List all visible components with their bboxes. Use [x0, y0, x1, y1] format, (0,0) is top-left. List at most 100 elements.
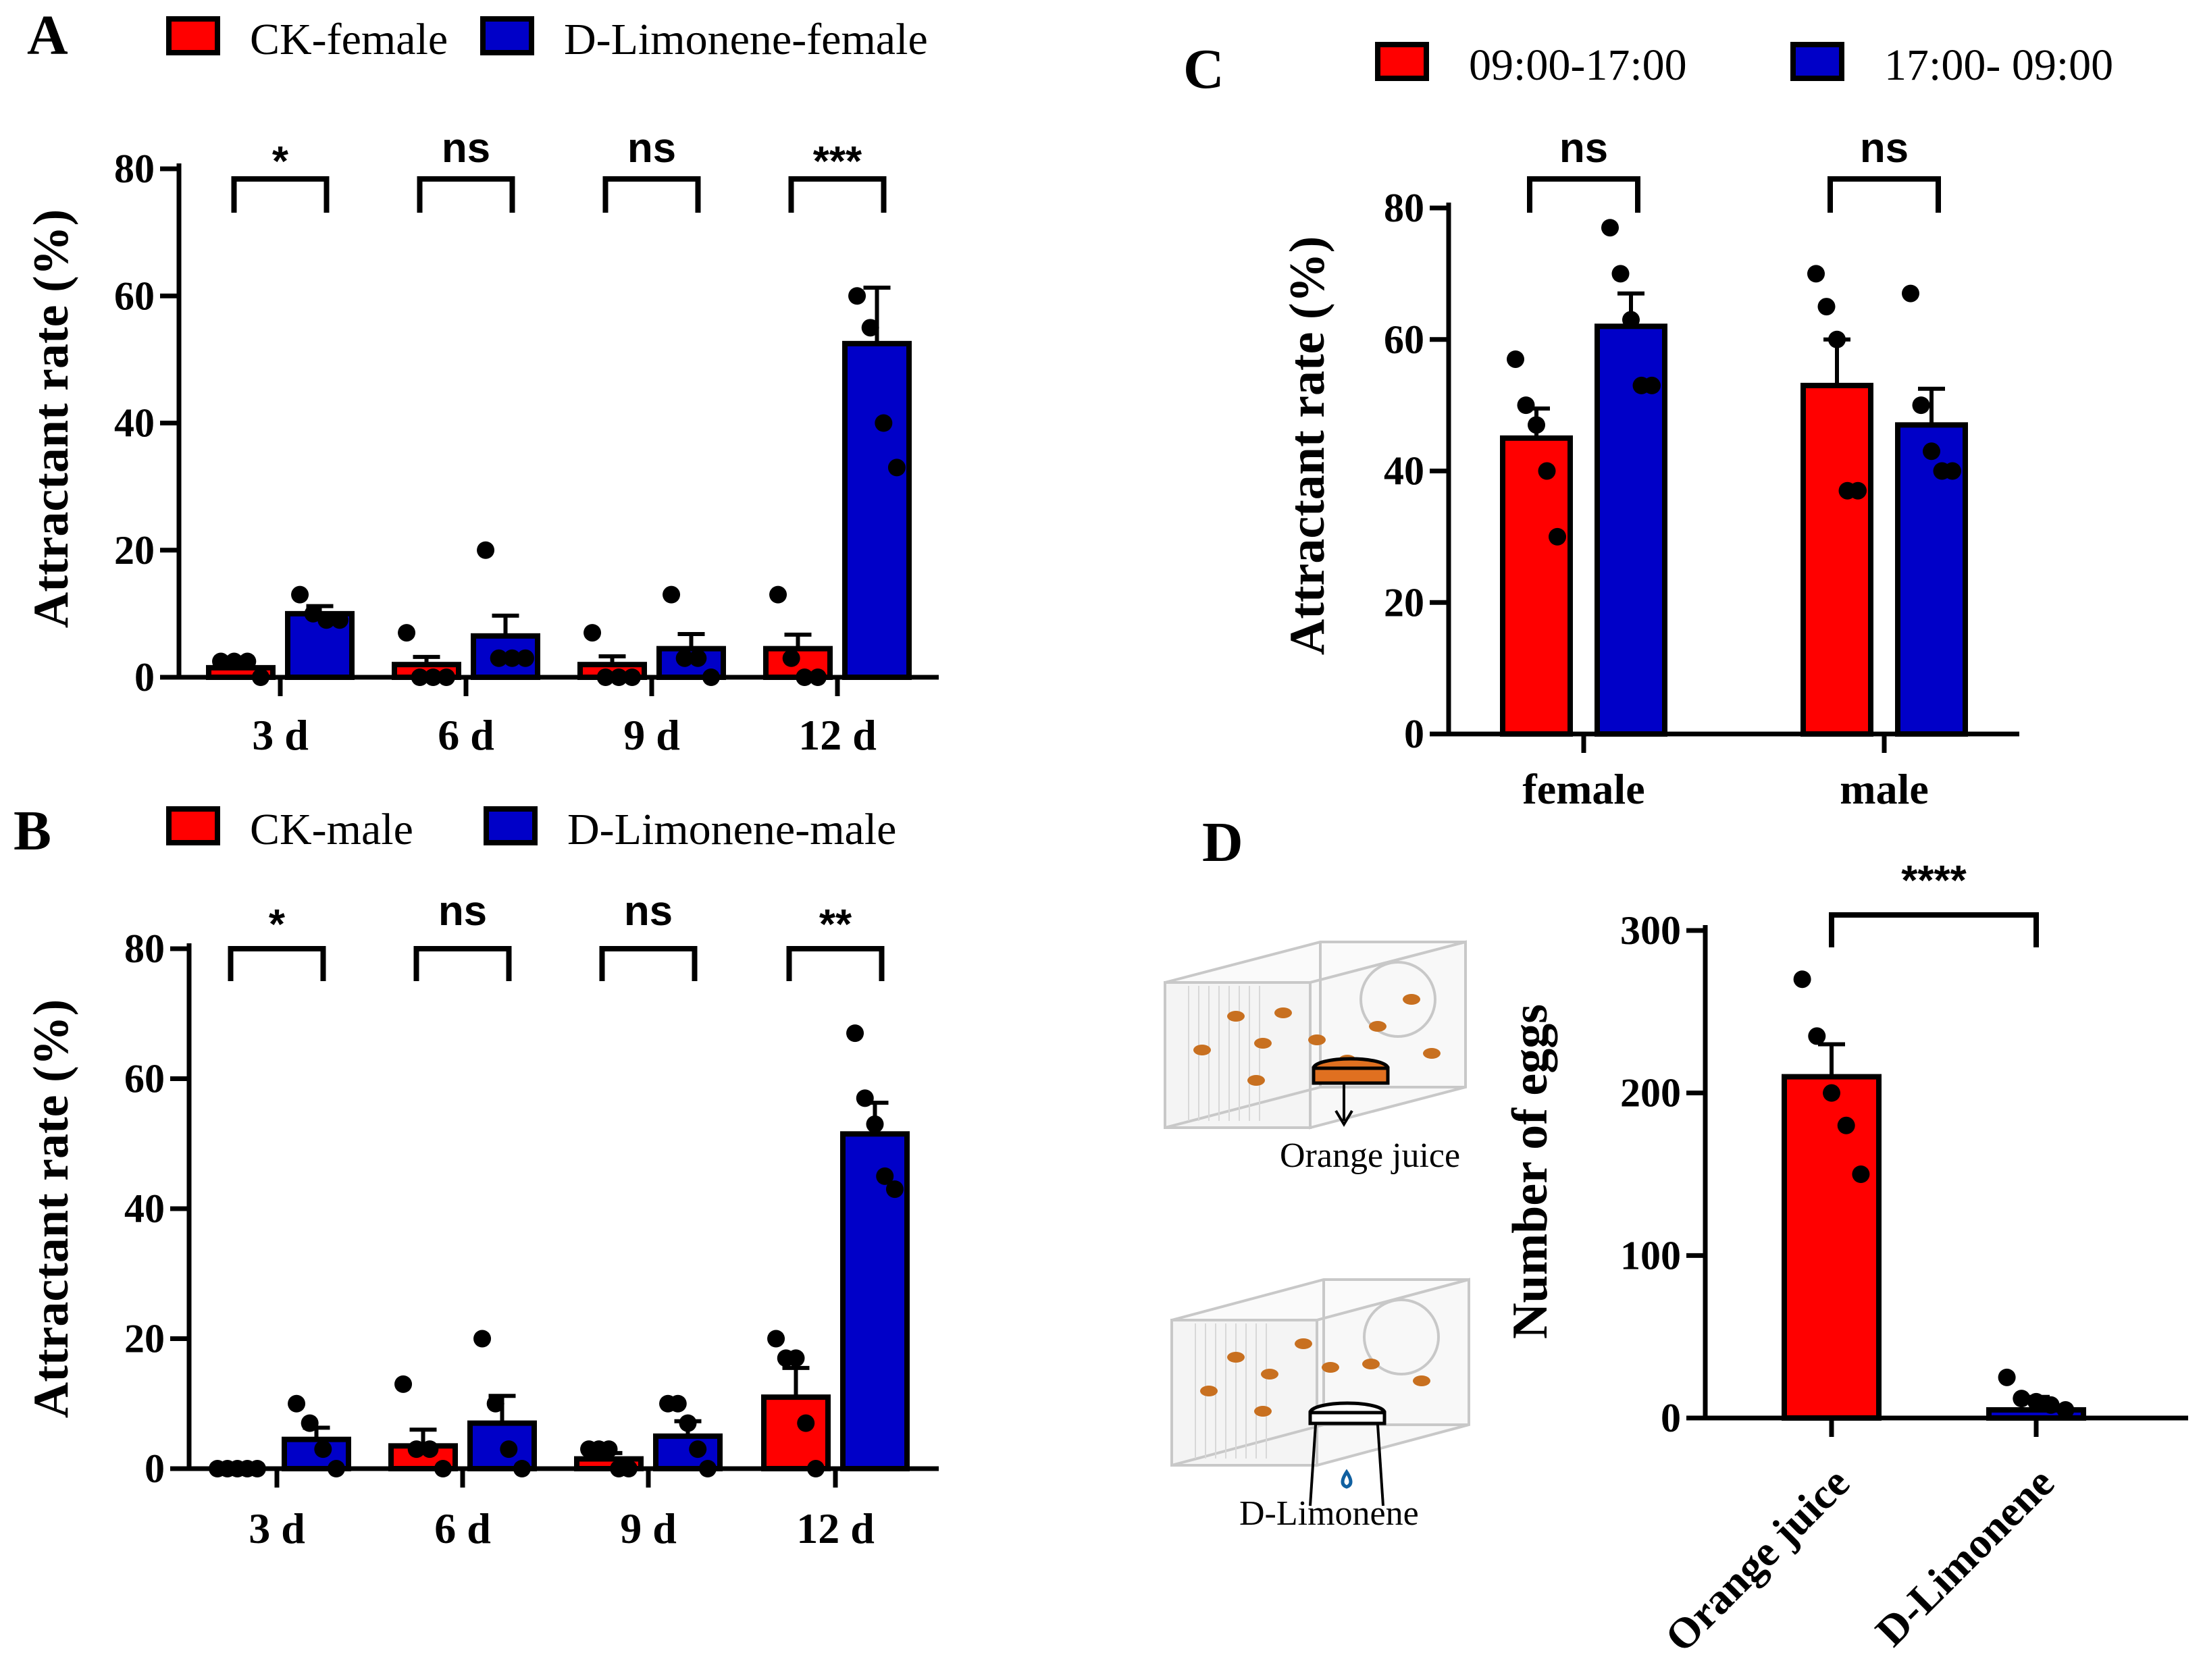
significance-label: ns: [624, 888, 673, 935]
legend-label: 17:00- 09:00: [1884, 41, 2113, 90]
data-point: [669, 1394, 687, 1413]
x-tick-label: 9 d: [623, 711, 680, 759]
significance-label: ns: [627, 125, 676, 172]
cage-illustration-d-limonene: D-Limonene: [1170, 1278, 1470, 1533]
legend-swatch: [1790, 42, 1844, 81]
data-point: [516, 649, 534, 667]
data-point: [421, 1440, 439, 1459]
data-point: [291, 585, 309, 604]
y-tick-label: 20: [114, 528, 155, 573]
data-point: [767, 1330, 785, 1348]
panel-letter-c: C: [1183, 38, 1224, 101]
data-point: [1998, 1368, 2016, 1386]
y-tick-label: 60: [1384, 317, 1424, 362]
data-point: [317, 611, 336, 629]
data-point: [424, 668, 442, 686]
legend-swatch: [166, 16, 220, 55]
data-point: [848, 287, 866, 305]
significance-label: ns: [1860, 125, 1909, 172]
y-tick-label: 40: [114, 401, 155, 446]
significance-label: ns: [442, 125, 490, 172]
significance-bracket: [599, 946, 698, 981]
significance-bracket: [417, 176, 515, 213]
significance-label: *: [272, 138, 289, 185]
y-tick-label: 60: [124, 1057, 165, 1101]
legend-label: D-Limonene-male: [567, 805, 896, 854]
data-point: [1823, 1084, 1840, 1102]
y-tick-label: 40: [1384, 449, 1424, 494]
data-point: [225, 652, 243, 671]
legend-label: 09:00-17:00: [1469, 41, 1687, 90]
y-tick-label: 200: [1620, 1071, 1681, 1115]
data-point: [1849, 481, 1867, 500]
data-point: [1944, 462, 1961, 480]
data-point: [301, 1414, 319, 1432]
y-tick-label: 0: [1404, 712, 1424, 756]
data-point: [600, 1440, 618, 1459]
data-point: [407, 1440, 425, 1459]
x-tick-label: male: [1840, 765, 1929, 813]
x-tick-label: Orange juice: [1656, 1459, 1859, 1661]
data-point: [398, 624, 416, 642]
significance-label: ****: [1901, 858, 1967, 904]
data-point: [1808, 1027, 1826, 1045]
cage-illustration-orange-juice: Orange juice: [1164, 940, 1467, 1175]
data-point: [327, 1460, 345, 1477]
y-tick-label: 0: [145, 1446, 165, 1491]
data-point: [875, 414, 893, 432]
data-point: [434, 1460, 452, 1477]
data-point: [806, 1460, 825, 1477]
data-point: [1622, 311, 1640, 329]
data-point: [1549, 527, 1566, 546]
legend-swatch: [480, 16, 534, 55]
data-point: [698, 1460, 717, 1477]
data-point: [500, 1440, 518, 1459]
data-point: [437, 668, 455, 686]
data-point: [846, 1024, 864, 1043]
significance-label: ns: [1559, 125, 1608, 172]
x-tick-label: 3 d: [252, 711, 309, 759]
significance-label: ***: [813, 138, 862, 185]
bar: [1782, 1074, 1882, 1421]
y-tick-label: 0: [1661, 1396, 1681, 1440]
data-point: [663, 585, 681, 604]
orange-juice-label: Orange juice: [1280, 1136, 1460, 1175]
data-point: [679, 1414, 697, 1432]
significance-bracket: [786, 946, 885, 981]
significance-label: **: [819, 901, 852, 948]
data-point: [503, 649, 521, 667]
data-point: [2056, 1400, 2075, 1419]
y-tick-label: 60: [114, 273, 155, 318]
data-point: [1538, 462, 1556, 480]
bar: [1500, 435, 1573, 737]
y-axis-label: Attractant rate (%): [24, 209, 79, 628]
data-point: [314, 1440, 332, 1459]
x-tick-label: D-Limonene: [1866, 1459, 2063, 1656]
data-point: [2013, 1390, 2031, 1408]
x-tick-label: 12 d: [798, 711, 877, 759]
data-point: [288, 1394, 306, 1413]
data-point: [330, 611, 348, 629]
fly-icon: [1200, 1338, 1430, 1417]
y-tick-label: 80: [114, 147, 155, 191]
data-point: [675, 649, 694, 667]
y-tick-label: 40: [124, 1186, 165, 1231]
data-point: [304, 604, 322, 623]
data-point: [861, 319, 879, 337]
y-tick-label: 20: [1384, 580, 1424, 625]
fly-icon: [1193, 994, 1441, 1086]
data-point: [787, 1349, 805, 1367]
d-limonene-label: D-Limonene: [1239, 1494, 1419, 1533]
data-point: [1643, 376, 1661, 394]
panel-letter-d: D: [1202, 811, 1243, 874]
data-point: [513, 1460, 531, 1477]
x-tick-label: 3 d: [249, 1504, 305, 1552]
significance-label: *: [269, 901, 286, 948]
significance-bracket: [602, 176, 701, 213]
data-point: [702, 668, 720, 686]
x-tick-label: 6 d: [434, 1504, 491, 1552]
panel-letter-b: B: [14, 799, 51, 862]
data-point: [251, 668, 269, 686]
data-point: [1852, 1165, 1870, 1183]
